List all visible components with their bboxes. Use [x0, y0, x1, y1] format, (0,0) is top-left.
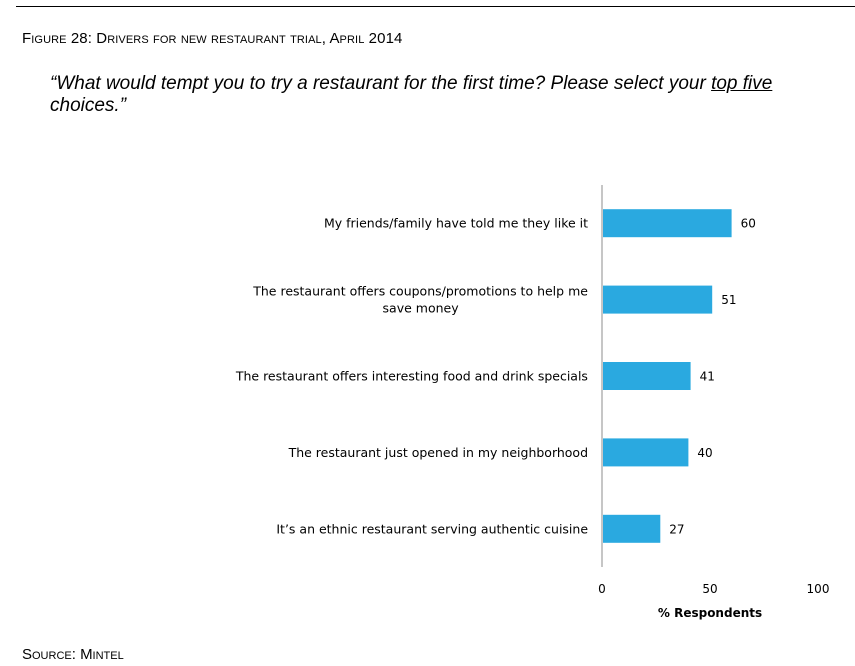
bar-3 [603, 362, 691, 390]
data-label-5: 27 [669, 522, 684, 536]
data-label-4: 40 [697, 446, 712, 460]
x-tick-label-1: 0 [598, 582, 606, 596]
question-text-start: “What would tempt you to try a restauran… [50, 73, 712, 94]
x-axis-title: % Respondents [658, 606, 762, 620]
data-label-3: 41 [700, 370, 715, 384]
category-label-3: The restaurant offers interesting food a… [235, 369, 588, 384]
bar-2 [603, 285, 713, 314]
question-emphasis: top five [711, 73, 773, 94]
bar-5 [603, 514, 661, 543]
category-label-2: The restaurant offers coupons/promotions… [252, 284, 588, 316]
data-label-1: 60 [741, 217, 756, 231]
category-label-1: My friends/family have told me they like… [324, 216, 588, 231]
bar-4 [603, 438, 689, 467]
question-text-end: choices.” [50, 95, 127, 116]
category-label-5: It’s an ethnic restaurant serving authen… [276, 521, 588, 536]
bar-1 [603, 209, 732, 238]
top-rule [16, 6, 855, 7]
data-label-2: 51 [721, 293, 736, 307]
figure-title: Figure 28: Drivers for new restaurant tr… [22, 30, 403, 47]
survey-question: “What would tempt you to try a restauran… [50, 73, 830, 117]
x-tick-label-3: 100 [807, 582, 830, 596]
source-note: Source: Mintel [22, 646, 124, 663]
category-label-4: The restaurant just opened in my neighbo… [288, 445, 588, 460]
x-tick-label-2: 50 [702, 582, 717, 596]
